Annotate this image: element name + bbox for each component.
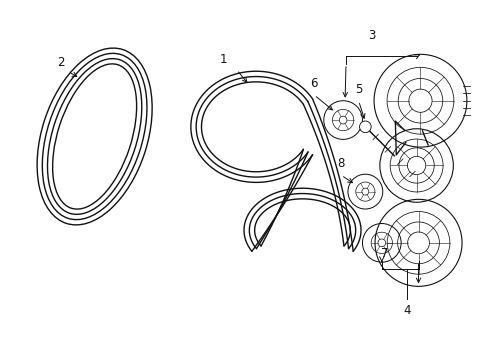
Text: 8: 8: [337, 157, 344, 170]
Text: 3: 3: [367, 29, 375, 42]
Text: 4: 4: [403, 304, 410, 317]
Text: 1: 1: [219, 53, 226, 66]
Text: 6: 6: [310, 77, 317, 90]
Text: 5: 5: [354, 83, 362, 96]
Text: 2: 2: [57, 56, 64, 69]
Text: 7: 7: [380, 247, 387, 260]
Circle shape: [359, 121, 370, 132]
